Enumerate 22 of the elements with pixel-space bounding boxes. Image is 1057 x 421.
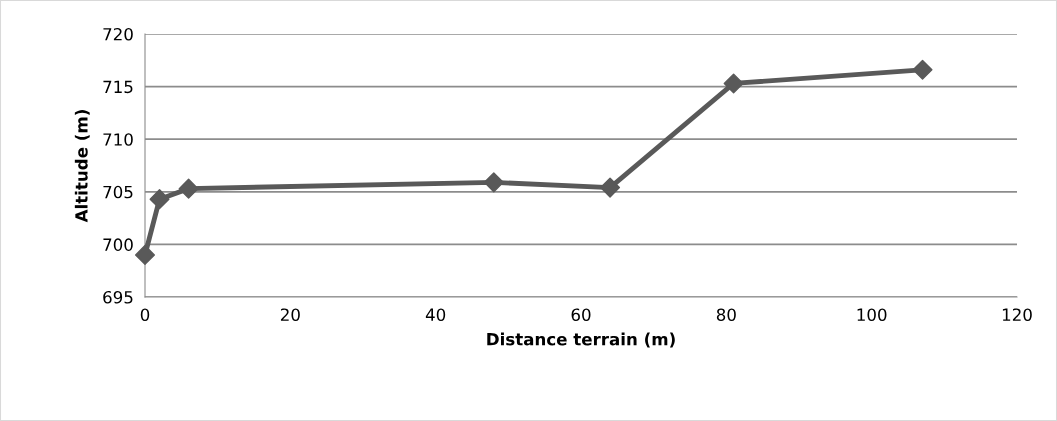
y-tick-label: 710 bbox=[103, 133, 133, 146]
y-tick-label: 705 bbox=[103, 185, 133, 199]
x-tick-label: 80 bbox=[716, 308, 736, 322]
y-tick-label: 700 bbox=[103, 238, 133, 251]
x-tick-label: 120 bbox=[1002, 308, 1032, 322]
point bbox=[723, 73, 744, 94]
point bbox=[483, 172, 504, 193]
y-tick-label: 715 bbox=[103, 80, 133, 94]
x-tick-label: 20 bbox=[280, 308, 300, 322]
point bbox=[178, 178, 199, 199]
y-tick-label: 695 bbox=[103, 290, 133, 304]
y-axis-title: Altitude (m) bbox=[74, 110, 90, 223]
x-tick-label: 60 bbox=[571, 308, 591, 322]
point bbox=[149, 189, 170, 210]
x-axis-title: Distance terrain (m) bbox=[487, 332, 675, 348]
point bbox=[912, 59, 933, 80]
point bbox=[600, 177, 621, 198]
point bbox=[134, 244, 156, 265]
x-tick-label: 100 bbox=[857, 308, 887, 322]
x-tick-label: 40 bbox=[425, 308, 446, 322]
y-tick-label: 720 bbox=[103, 27, 133, 41]
x-tick-label: 0 bbox=[140, 308, 150, 322]
